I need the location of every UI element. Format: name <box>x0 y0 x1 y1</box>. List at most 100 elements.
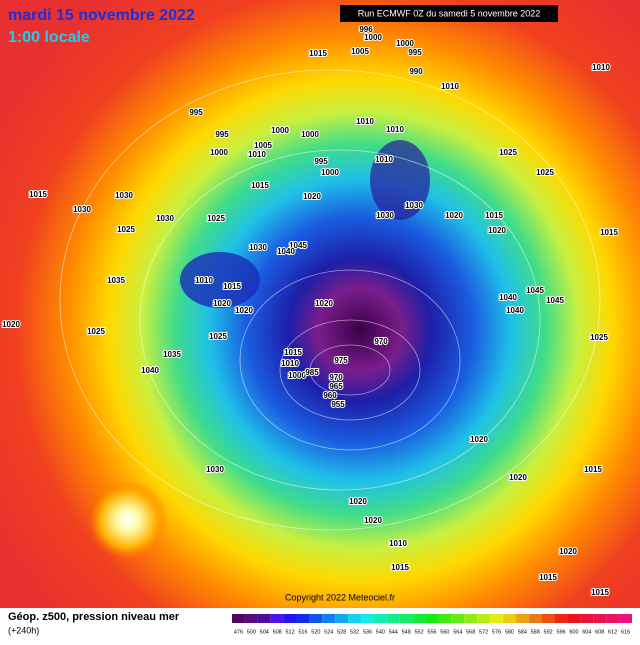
colorbar-cell <box>464 614 478 623</box>
isobar-label: 1010 <box>195 276 213 285</box>
colorbar-cell <box>593 614 607 623</box>
colorbar-cell <box>399 614 413 623</box>
isobar-label: 1020 <box>509 473 527 482</box>
isobar-label: 1025 <box>536 168 554 177</box>
isobar-label: 1015 <box>584 465 602 474</box>
colorbar-label: 596 <box>556 629 565 635</box>
colorbar-cell <box>348 614 362 623</box>
colorbar-cell <box>322 614 336 623</box>
isobar-label: 1020 <box>349 497 367 506</box>
colorbar-cell <box>309 614 323 623</box>
colorbar-label: 532 <box>350 629 359 635</box>
colorbar-label: 552 <box>415 629 424 635</box>
isobar-label: 1015 <box>539 573 557 582</box>
colorbar-cell <box>528 614 542 623</box>
isobar-label: 1030 <box>156 214 174 223</box>
isobar-label: 1020 <box>2 320 20 329</box>
colorbar-label: 608 <box>595 629 604 635</box>
colorbar-label: 584 <box>518 629 527 635</box>
isobar-label: 1010 <box>281 359 299 368</box>
colorbar-cell <box>477 614 491 623</box>
colorbar-cell <box>412 614 426 623</box>
isobar-label: 1000 <box>301 130 319 139</box>
isobar-label: 1015 <box>591 588 609 597</box>
isobar-label: 1000 <box>321 168 339 177</box>
colorbar-cell <box>335 614 349 623</box>
isobar-label: 1000 <box>364 33 382 42</box>
isobar-label: 1035 <box>107 276 125 285</box>
isobar-label: 1040 <box>141 366 159 375</box>
colorbar-cell <box>567 614 581 623</box>
isobar-label: 1000 <box>396 39 414 48</box>
isobar-label: 1025 <box>209 332 227 341</box>
colorbar-label: 576 <box>492 629 501 635</box>
colorbar-cell <box>554 614 568 623</box>
isobar-label: 970 <box>374 337 388 346</box>
colorbar-cell <box>283 614 297 623</box>
copyright: Copyright 2022 Meteociel.fr <box>285 592 395 602</box>
isobar-label: 1030 <box>405 201 423 210</box>
isobar-label: 965 <box>329 382 343 391</box>
isobar-label: 995 <box>408 48 422 57</box>
isobar-label: 1030 <box>376 211 394 220</box>
isobar-label: 1020 <box>315 299 333 308</box>
colorbar-cell <box>373 614 387 623</box>
colorbar-cell <box>232 614 245 623</box>
low-area <box>180 252 260 308</box>
colorbar: 476 500 504 508 512 516 520 524 528 532 536 540 544 5… <box>232 614 632 635</box>
colorbar-cell <box>515 614 529 623</box>
colorbar-cell <box>296 614 310 623</box>
isobar-label: 1015 <box>284 348 302 357</box>
colorbar-cell <box>438 614 452 623</box>
isobar-label: 1010 <box>389 539 407 548</box>
colorbar-cell <box>541 614 555 623</box>
isobar-label: 1000 <box>288 371 306 380</box>
low-area <box>370 140 430 220</box>
caption: Géop. z500, pression niveau mer <box>8 611 180 623</box>
colorbar-label: 548 <box>402 629 411 635</box>
isobar-label: 1025 <box>590 333 608 342</box>
colorbar-label: 508 <box>273 629 282 635</box>
isobar-label: 990 <box>409 67 423 76</box>
colorbar-cell <box>257 614 271 623</box>
isobar-label: 1020 <box>364 516 382 525</box>
lead-time: (+240h) <box>8 625 39 635</box>
colorbar-label: 560 <box>440 629 449 635</box>
isobar-label: 1040 <box>506 306 524 315</box>
isobar-label: 1010 <box>386 125 404 134</box>
isobar-label: 1015 <box>309 49 327 58</box>
isobar-label: 1025 <box>207 214 225 223</box>
colorbar-label: 544 <box>389 629 398 635</box>
colorbar-label: 612 <box>608 629 617 635</box>
isobar-label: 955 <box>331 400 345 409</box>
isobar-label: 1020 <box>303 192 321 201</box>
colorbar-label: 476 <box>234 629 243 635</box>
isobar-label: 995 <box>314 157 328 166</box>
isobar-label: 1015 <box>485 211 503 220</box>
isobar-label: 1020 <box>445 211 463 220</box>
colorbar-label: 536 <box>363 629 372 635</box>
isobar-label: 1015 <box>600 228 618 237</box>
colorbar-label: 604 <box>582 629 591 635</box>
isobar-label: 1020 <box>488 226 506 235</box>
isobar-label: 995 <box>189 108 203 117</box>
isobar-label: 1010 <box>375 155 393 164</box>
isobar-label: 1020 <box>213 299 231 308</box>
isobar-label: 985 <box>305 368 319 377</box>
isobar-label: 1010 <box>356 117 374 126</box>
colorbar-label: 520 <box>311 629 320 635</box>
colorbar-cell <box>502 614 516 623</box>
date: mardi 15 novembre 2022 <box>8 7 195 24</box>
isobar-label: 1020 <box>235 306 253 315</box>
colorbar-label: 572 <box>479 629 488 635</box>
time: 1:00 locale <box>8 29 90 46</box>
isobar-label: 1010 <box>592 63 610 72</box>
colorbar-cell <box>425 614 439 623</box>
colorbar-label: 616 <box>621 629 630 635</box>
isobar-label: 1005 <box>254 141 272 150</box>
colorbar-cell <box>244 614 258 623</box>
isobar-label: 1030 <box>249 243 267 252</box>
isobar-label: 1015 <box>29 190 47 199</box>
high-area <box>88 480 168 560</box>
